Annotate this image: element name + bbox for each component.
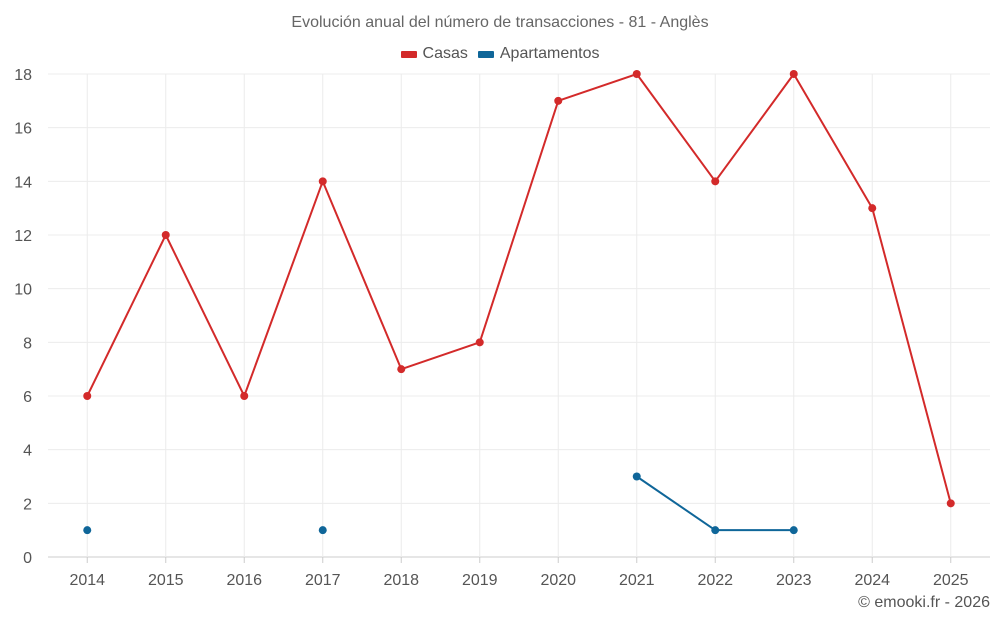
y-tick-label: 2	[23, 496, 32, 513]
data-point-casas	[632, 70, 641, 78]
x-tick-label: 2021	[619, 572, 655, 589]
data-point-apartamentos	[632, 472, 641, 481]
x-tick-label: 2018	[383, 572, 419, 589]
legend-item-apartamentos[interactable]: Apartamentos	[477, 45, 600, 63]
x-tick-label: 2023	[776, 572, 812, 589]
x-tick-label: 2014	[69, 572, 105, 589]
x-tick-label: 2016	[226, 572, 262, 589]
legend-swatch-casas	[400, 50, 417, 58]
legend-label-casas: Casas	[422, 45, 468, 62]
data-point-casas	[475, 338, 484, 347]
y-tick-label: 0	[23, 550, 32, 567]
data-point-casas	[711, 177, 720, 186]
y-tick-label: 4	[23, 443, 32, 460]
data-point-casas	[83, 392, 92, 400]
data-point-apartamentos	[711, 526, 720, 535]
x-tick-label: 2015	[148, 572, 184, 589]
data-point-apartamentos	[83, 526, 92, 535]
data-point-casas	[946, 499, 955, 508]
data-point-casas	[161, 231, 170, 239]
data-point-casas	[554, 96, 563, 105]
x-tick-label: 2017	[305, 572, 341, 589]
x-tick-label: 2025	[933, 572, 969, 589]
data-point-casas	[868, 204, 877, 213]
y-tick-label: 18	[14, 67, 32, 84]
chart-title: Evolución anual del número de transaccio…	[291, 14, 709, 31]
data-point-apartamentos	[318, 526, 327, 535]
x-tick-label: 2024	[854, 572, 890, 589]
x-tick-label: 2020	[540, 572, 576, 589]
y-tick-label: 6	[23, 389, 32, 406]
y-tick-label: 12	[14, 228, 32, 245]
legend-swatch-apartamentos	[477, 50, 494, 58]
x-tick-label: 2019	[462, 572, 498, 589]
data-point-casas	[318, 177, 327, 186]
data-point-apartamentos	[789, 526, 798, 535]
y-tick-label: 14	[14, 174, 32, 191]
data-point-casas	[789, 70, 798, 78]
data-point-casas	[397, 365, 406, 374]
credit-text: © emooki.fr - 2026	[858, 594, 990, 611]
y-tick-label: 10	[14, 282, 32, 299]
y-tick-label: 16	[14, 121, 32, 138]
legend-item-casas[interactable]: Casas	[400, 45, 468, 63]
y-tick-label: 8	[23, 335, 32, 352]
legend: Casas Apartamentos	[0, 45, 1000, 63]
data-point-casas	[240, 392, 249, 400]
legend-label-apartamentos: Apartamentos	[499, 45, 600, 62]
x-tick-label: 2022	[697, 572, 733, 589]
series-line-casas	[86, 73, 952, 504]
